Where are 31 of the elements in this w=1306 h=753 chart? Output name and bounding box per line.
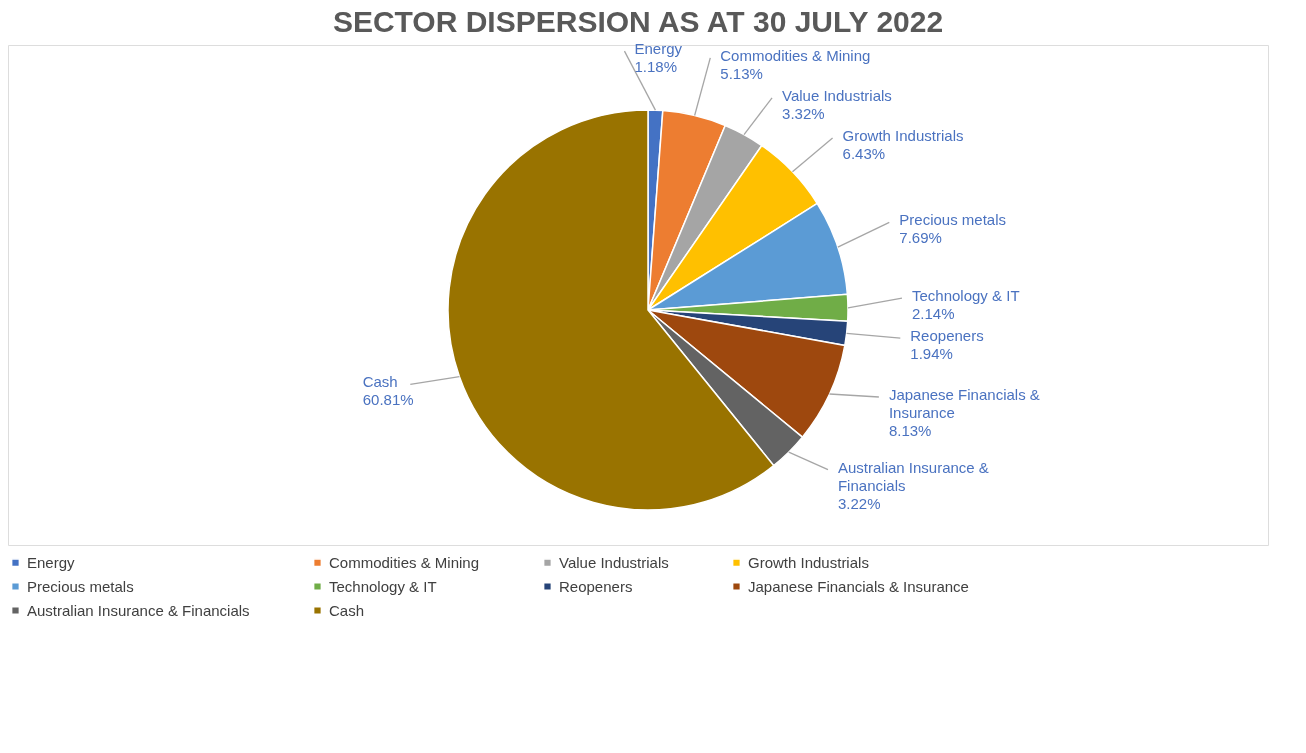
data-label: 8.13% — [888, 422, 932, 439]
legend-label: Japanese Financials & Insurance — [748, 577, 969, 595]
legend-label: Reopeners — [559, 577, 633, 595]
slice-label: Value Industrials — [782, 86, 892, 104]
legend-label: Commodities & Mining — [329, 553, 480, 571]
slice-label: Reopeners — [910, 327, 984, 345]
chart-title: SECTOR DISPERSION AS AT 30 JULY 2022 — [332, 5, 944, 39]
slice-label: Cash — [362, 373, 398, 391]
data-label: 1.94% — [910, 345, 953, 363]
slice-label: Japanese Financials & Insurance — [888, 386, 1040, 421]
slice-label: Commodities & Mining — [720, 46, 871, 64]
legend-label: Cash — [329, 601, 365, 619]
slice-label: Energy — [634, 40, 683, 58]
data-label: 7.69% — [899, 229, 942, 247]
legend-label: Growth Industrials — [748, 553, 869, 571]
slice-label: Technology & IT — [911, 287, 1020, 305]
data-label: 6.43% — [842, 144, 886, 162]
legend-label: Energy — [27, 553, 76, 571]
slice-label: Australian Insurance & Financials — [837, 458, 989, 494]
legend-label: Australian Insurance & Financials — [27, 601, 250, 619]
legend-label: Value Industrials — [559, 553, 669, 571]
slice-label: Growth Industrials — [842, 126, 964, 144]
data-label: 1.18% — [634, 58, 678, 76]
data-label: 3.32% — [782, 104, 825, 122]
data-label: 5.13% — [720, 64, 763, 82]
legend-label: Precious metals — [27, 577, 134, 595]
data-label: 60.81% — [362, 391, 414, 409]
slice-label: Precious metals — [899, 211, 1007, 229]
data-label: 2.14% — [911, 305, 955, 323]
data-label: 3.22% — [837, 494, 881, 512]
legend-label: Technology & IT — [329, 577, 437, 595]
